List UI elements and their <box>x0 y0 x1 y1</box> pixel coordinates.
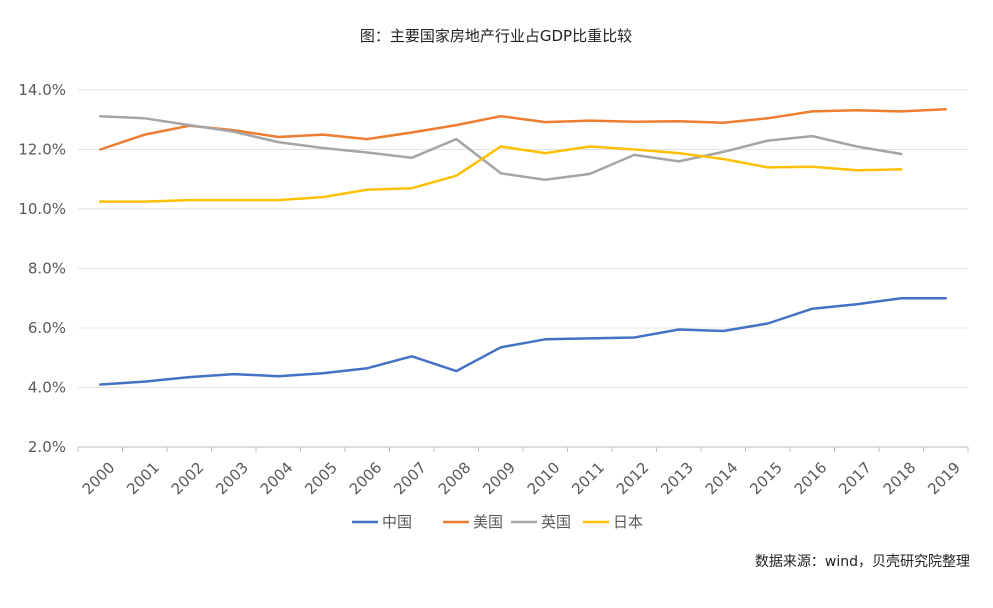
x-tick-label: 2013 <box>657 459 697 499</box>
legend: 中国 美国 英国 日本 <box>352 513 643 531</box>
x-tick-label: 2009 <box>479 459 519 499</box>
x-axis: 2000 2001 2002 2003 2004 2005 2006 2007 2008 2009… <box>77 447 969 499</box>
x-tick-label: 2015 <box>746 459 786 499</box>
y-axis: 14.0% 12.0% 10.0% 8.0% 6.0% 4.0% 2.0% <box>18 81 66 456</box>
y-tick-label: 4.0% <box>28 379 66 397</box>
series-line-3 <box>99 145 903 203</box>
series-lines <box>99 108 948 386</box>
x-tick-label: 2014 <box>702 459 742 499</box>
y-tick-label: 12.0% <box>18 141 66 159</box>
x-tick-label: 2001 <box>123 459 163 499</box>
y-tick-label: 10.0% <box>18 200 66 218</box>
x-tick-label: 2005 <box>301 459 341 499</box>
legend-label: 中国 <box>382 513 412 531</box>
x-tick-label: 2007 <box>390 459 430 499</box>
x-tick-label: 2018 <box>880 459 920 499</box>
legend-label: 日本 <box>613 513 643 531</box>
source-note: 数据来源：wind，贝壳研究院整理 <box>755 553 970 570</box>
x-tick-label: 2002 <box>168 459 208 499</box>
x-tick-label: 2004 <box>257 459 297 499</box>
x-tick-label: 2010 <box>524 459 564 499</box>
x-tick-label: 2000 <box>79 459 119 499</box>
x-tick-label: 2008 <box>435 459 475 499</box>
series-line-0 <box>99 297 948 386</box>
series-line-1 <box>99 108 948 151</box>
y-tick-label: 14.0% <box>18 81 66 99</box>
x-tick-label: 2011 <box>568 459 608 499</box>
y-tick-label: 6.0% <box>28 319 66 337</box>
y-tick-label: 2.0% <box>28 438 66 456</box>
x-tick-label: 2019 <box>924 459 964 499</box>
x-tick-label: 2003 <box>212 459 252 499</box>
legend-label: 美国 <box>473 513 503 531</box>
chart-title: 图：主要国家房地产行业占GDP比重比较 <box>360 27 632 45</box>
y-tick-label: 8.0% <box>28 260 66 278</box>
series-line-2 <box>99 114 903 182</box>
x-tick-label: 2006 <box>346 459 386 499</box>
legend-label: 英国 <box>541 513 571 531</box>
x-tick-label: 2016 <box>791 459 831 499</box>
x-tick-label: 2012 <box>613 459 653 499</box>
grid-lines <box>78 89 968 448</box>
x-tick-label: 2017 <box>835 459 875 499</box>
